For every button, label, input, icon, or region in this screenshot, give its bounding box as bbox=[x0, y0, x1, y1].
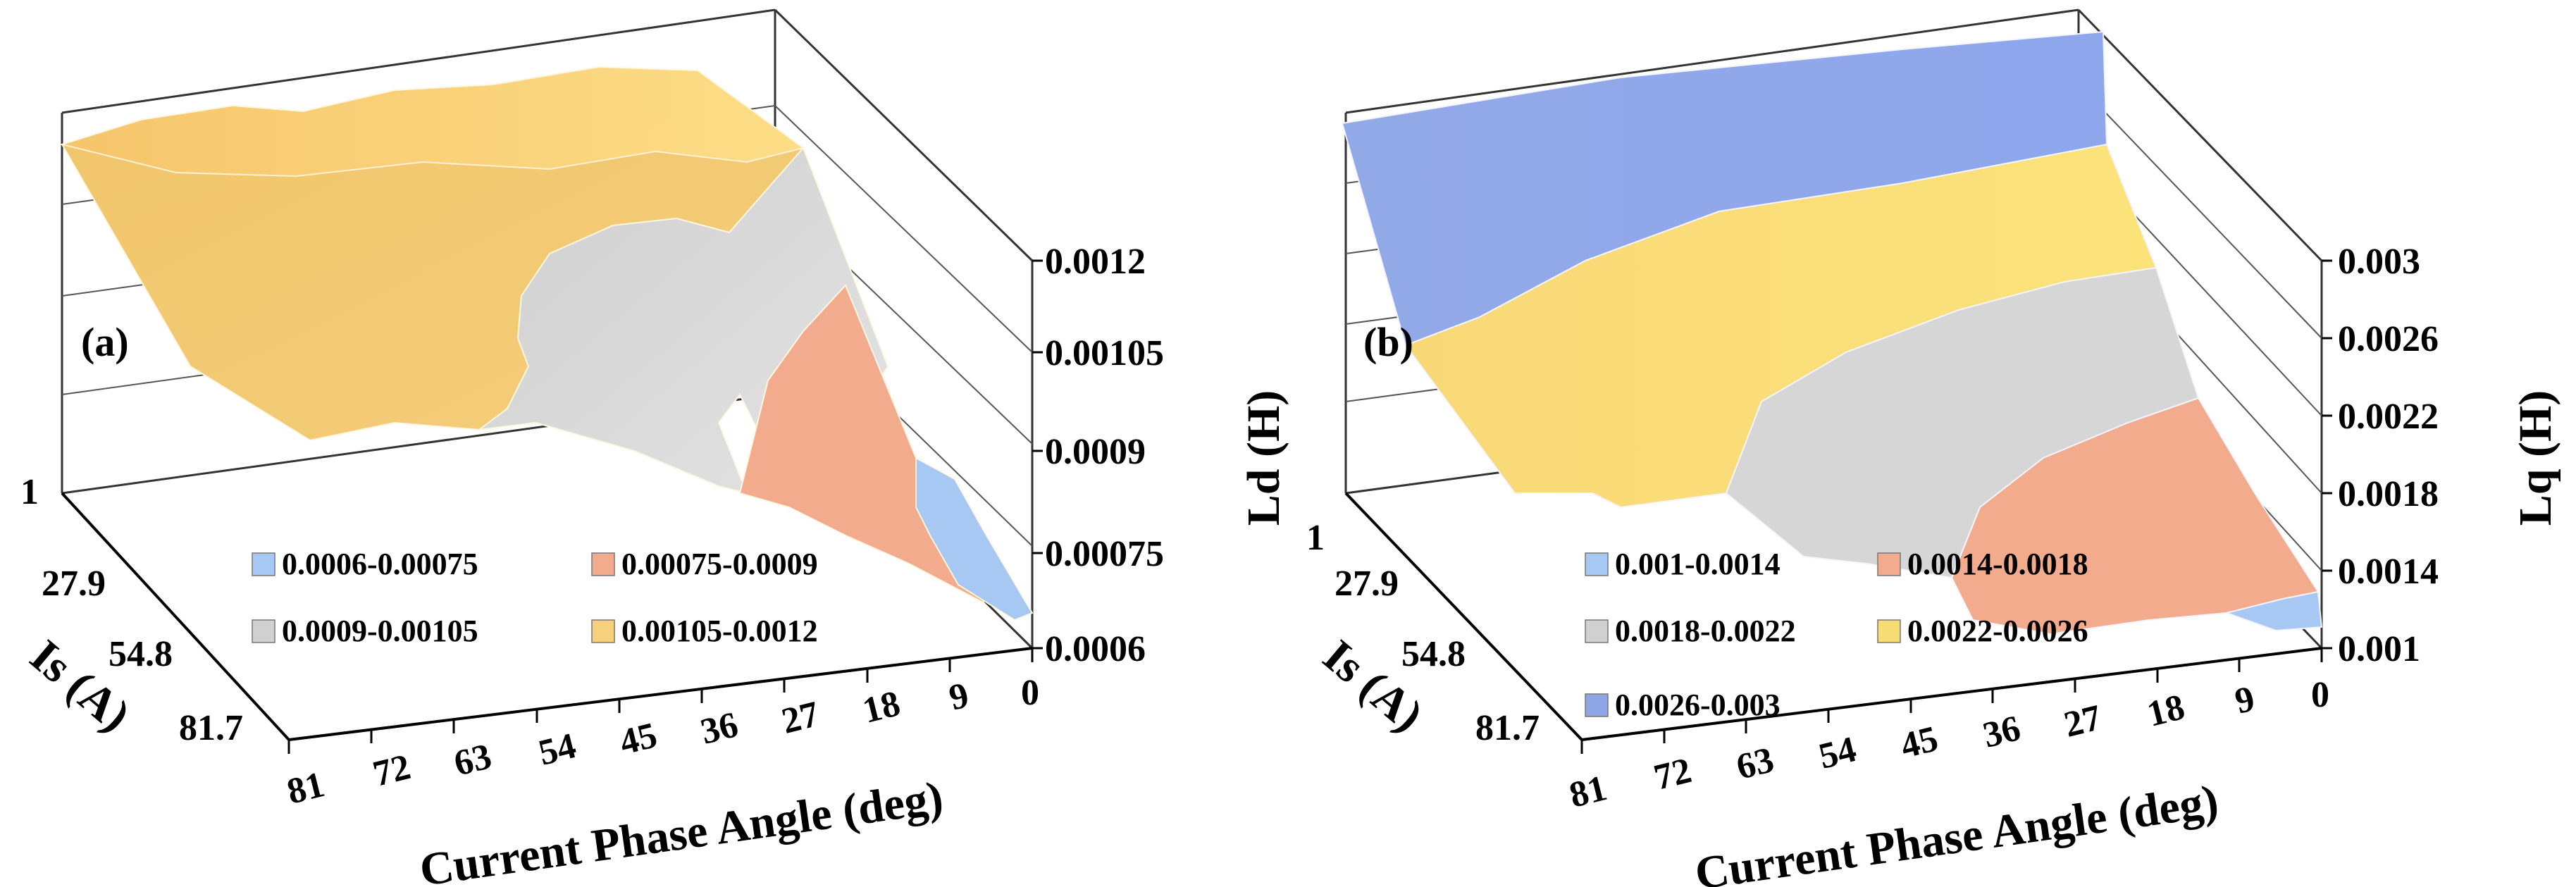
legend-item: 0.0018-0.0022 bbox=[1585, 614, 1796, 648]
z-tick-label: 0.0022 bbox=[2338, 397, 2439, 437]
y-tick-labels-a: 1 27.9 54.8 81.7 bbox=[20, 472, 243, 748]
z-axis-title-b: Lq (H) bbox=[2510, 390, 2561, 526]
legend-b: 0.001-0.0014 0.0014-0.0018 0.0018-0.0022… bbox=[1585, 547, 2088, 722]
front-axes bbox=[1344, 492, 2322, 741]
legend-a: 0.0006-0.00075 0.00075-0.0009 0.0009-0.0… bbox=[252, 547, 818, 648]
y-tick-label: 27.9 bbox=[42, 564, 106, 604]
x-axis-ticks bbox=[287, 648, 1034, 754]
z-tick-label: 0.003 bbox=[2338, 242, 2420, 282]
surface-a bbox=[59, 66, 1034, 621]
y-tick-label: 81.7 bbox=[1475, 708, 1540, 748]
legend-label: 0.0018-0.0022 bbox=[1615, 614, 1796, 648]
x-tick-label: 72 bbox=[1650, 750, 1695, 798]
x-tick-label: 63 bbox=[1733, 740, 1778, 788]
z-tick-label: 0.0014 bbox=[2338, 552, 2439, 592]
x-tick-label: 45 bbox=[1897, 719, 1942, 767]
x-tick-label: 36 bbox=[1979, 708, 2024, 756]
x-tick-label: 63 bbox=[450, 736, 495, 784]
z-axis-title-a: Ld (H) bbox=[1238, 390, 1289, 526]
legend-item: 0.001-0.0014 bbox=[1585, 547, 1781, 581]
legend-item: 0.00075-0.0009 bbox=[591, 547, 818, 581]
x-axis-title-a: Current Phase Angle (deg) bbox=[416, 771, 946, 887]
legend-swatch bbox=[252, 619, 275, 643]
panel-b: 0.003 0.0026 0.0022 0.0018 0.0014 0.001 … bbox=[1306, 8, 2561, 887]
legend-swatch bbox=[1585, 552, 1609, 576]
legend-swatch bbox=[1585, 693, 1609, 717]
x-tick-label: 54 bbox=[535, 726, 580, 774]
z-tick-label: 0.0018 bbox=[2338, 474, 2439, 514]
legend-swatch bbox=[1877, 619, 1901, 643]
z-tick-labels-b: 0.003 0.0026 0.0022 0.0018 0.0014 0.001 bbox=[2338, 242, 2439, 669]
x-tick-label: 9 bbox=[2231, 678, 2258, 722]
x-tick-label: 0 bbox=[1021, 673, 1039, 713]
legend-label: 0.0026-0.003 bbox=[1615, 688, 1781, 722]
x-tick-label: 81 bbox=[283, 764, 328, 812]
panel-label-a: (a) bbox=[81, 319, 129, 365]
x-tick-label: 18 bbox=[2143, 687, 2188, 735]
legend-label: 0.0022-0.0026 bbox=[1907, 614, 2088, 648]
legend-swatch bbox=[252, 552, 275, 576]
legend-item: 0.0014-0.0018 bbox=[1877, 547, 2088, 581]
x-tick-label: 36 bbox=[697, 705, 742, 752]
z-tick-label: 0.0026 bbox=[2338, 319, 2439, 359]
legend-label: 0.001-0.0014 bbox=[1615, 547, 1781, 581]
z-axis-ticks bbox=[1032, 259, 1043, 650]
z-tick-label: 0.00105 bbox=[1045, 333, 1164, 373]
legend-label: 0.0014-0.0018 bbox=[1907, 547, 2088, 581]
panel-a: 0.0012 0.00105 0.0009 0.00075 0.0006 Ld … bbox=[20, 8, 1289, 887]
legend-item: 0.0006-0.00075 bbox=[252, 547, 478, 581]
surface-region-0.00105-0.0012-top bbox=[59, 66, 805, 178]
x-tick-label: 9 bbox=[945, 675, 972, 719]
y-tick-label: 81.7 bbox=[179, 708, 243, 748]
legend-item: 0.0009-0.00105 bbox=[252, 614, 478, 648]
legend-item: 0.0022-0.0026 bbox=[1877, 614, 2088, 648]
z-tick-label: 0.0012 bbox=[1045, 242, 1146, 282]
panel-label-b: (b) bbox=[1363, 319, 1413, 365]
x-axis-ticks bbox=[1580, 648, 2323, 754]
z-tick-labels-a: 0.0012 0.00105 0.0009 0.00075 0.0006 bbox=[1045, 242, 1164, 669]
x-tick-label: 54 bbox=[1815, 729, 1860, 777]
x-tick-label: 27 bbox=[778, 694, 823, 742]
y-tick-labels-b: 1 27.9 54.8 81.7 bbox=[1306, 518, 1540, 748]
legend-item: 0.0026-0.003 bbox=[1585, 688, 1781, 722]
legend-item: 0.00105-0.0012 bbox=[591, 614, 818, 648]
z-tick-label: 0.001 bbox=[2338, 629, 2420, 669]
x-tick-label: 81 bbox=[1566, 768, 1611, 816]
x-tick-label: 45 bbox=[616, 715, 661, 763]
legend-swatch bbox=[1585, 619, 1609, 643]
legend-label: 0.0006-0.00075 bbox=[282, 547, 478, 581]
y-tick-label: 1 bbox=[20, 472, 39, 512]
legend-label: 0.00075-0.0009 bbox=[621, 547, 818, 581]
y-tick-label: 27.9 bbox=[1335, 564, 1399, 604]
z-tick-label: 0.0006 bbox=[1045, 629, 1146, 669]
z-axis-ticks bbox=[2322, 259, 2332, 650]
x-tick-label: 0 bbox=[2311, 675, 2329, 715]
legend-swatch bbox=[591, 552, 615, 576]
y-tick-label: 54.8 bbox=[109, 634, 173, 674]
legend-label: 0.00105-0.0012 bbox=[621, 614, 818, 648]
z-tick-label: 0.00075 bbox=[1045, 534, 1164, 574]
surface-region-0.001-0.0014 bbox=[2224, 590, 2323, 632]
legend-swatch bbox=[1877, 552, 1901, 576]
surface-region-0.0006-0.00075 bbox=[915, 457, 1034, 621]
x-axis-title-b: Current Phase Angle (deg) bbox=[1692, 775, 2221, 887]
x-tick-label: 18 bbox=[859, 683, 904, 731]
x-tick-label: 72 bbox=[369, 747, 414, 795]
y-tick-label: 54.8 bbox=[1401, 634, 1466, 674]
surface-b bbox=[1341, 30, 2323, 635]
legend-label: 0.0009-0.00105 bbox=[282, 614, 478, 648]
z-tick-label: 0.0009 bbox=[1045, 432, 1146, 472]
x-tick-label: 27 bbox=[2060, 697, 2105, 745]
front-axes bbox=[61, 492, 1033, 741]
y-tick-label: 1 bbox=[1306, 518, 1325, 558]
legend-swatch bbox=[591, 619, 615, 643]
